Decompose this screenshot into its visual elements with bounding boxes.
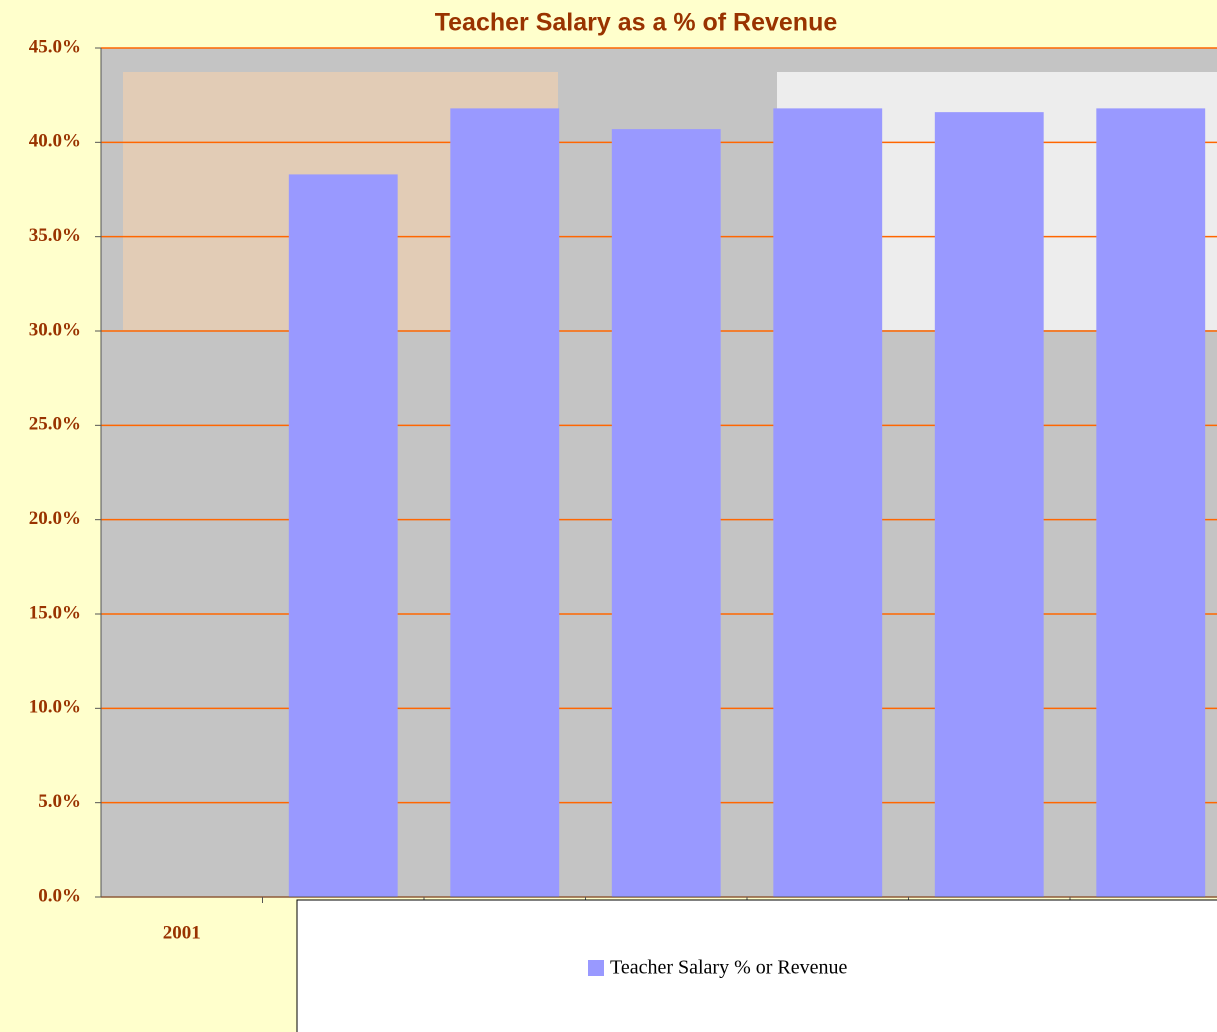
bar [289, 174, 398, 897]
page: Teacher Salary as a % of Revenue 0.0% 5.0… [0, 0, 1217, 1032]
x-tick-label: 2001 [163, 922, 201, 943]
bar [935, 112, 1044, 897]
bar [612, 129, 721, 897]
y-tick-label: 40.0% [29, 131, 81, 152]
y-tick-label: 30.0% [29, 319, 81, 340]
y-tick-label: 35.0% [29, 225, 81, 246]
legend-label: Teacher Salary % or Revenue [610, 957, 847, 979]
bar [773, 108, 882, 897]
y-tick-label: 20.0% [29, 508, 81, 529]
y-tick-label: 10.0% [29, 697, 81, 718]
bar [1096, 108, 1205, 897]
y-tick-label: 15.0% [29, 602, 81, 623]
y-tick-label: 5.0% [38, 791, 81, 812]
y-tick-label: 25.0% [29, 414, 81, 435]
y-tick-label: 0.0% [38, 885, 81, 906]
bar [450, 108, 559, 897]
y-tick-label: 45.0% [29, 36, 81, 57]
chart: Teacher Salary as a % of Revenue 0.0% 5.0… [0, 0, 1217, 1032]
chart-title: Teacher Salary as a % of Revenue [435, 9, 838, 37]
legend-swatch [588, 960, 604, 976]
legend: Teacher Salary % or Revenue [588, 957, 847, 979]
